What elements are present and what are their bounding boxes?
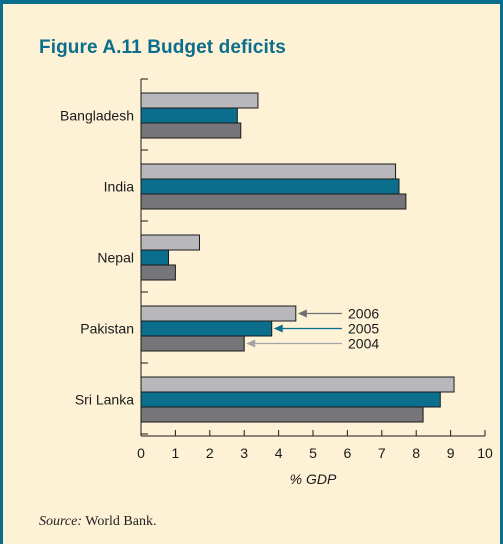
bar-india-2006 xyxy=(140,163,397,180)
legend-arrow-2004 xyxy=(246,339,256,348)
x-tick-label: 1 xyxy=(172,445,180,461)
bar-nepal-2004 xyxy=(140,264,176,281)
legend-arrow-2006 xyxy=(297,309,307,318)
bar-sri-lanka-2005 xyxy=(140,391,441,408)
legend-label-2004: 2004 xyxy=(348,336,379,352)
bar-sri-lanka-2004 xyxy=(140,406,424,423)
bar-nepal-2005 xyxy=(140,249,170,266)
bars-layer xyxy=(140,92,455,423)
x-tick-label: 2 xyxy=(206,445,214,461)
category-label: Sri Lanka xyxy=(75,392,134,408)
source-note: Source: World Bank. xyxy=(39,514,156,530)
bar-bangladesh-2005 xyxy=(140,107,238,124)
category-label: Nepal xyxy=(97,250,134,266)
category-label: India xyxy=(104,179,135,195)
bar-pakistan-2006 xyxy=(140,305,297,322)
bar-bangladesh-2006 xyxy=(140,92,259,109)
x-tick-label: 6 xyxy=(344,445,352,461)
bar-pakistan-2004 xyxy=(140,335,245,352)
x-tick-label: 3 xyxy=(240,445,248,461)
source-text: World Bank. xyxy=(82,514,157,529)
x-axis-title: % GDP xyxy=(290,471,337,487)
bar-pakistan-2005 xyxy=(140,320,273,337)
bar-nepal-2006 xyxy=(140,234,200,251)
bar-india-2005 xyxy=(140,178,400,195)
bar-chart: 0 1 2 3 4 5 6 7 8 9 10 % GDP Bangladesh India Nepal Pa… xyxy=(60,78,493,487)
x-tick-label: 4 xyxy=(275,445,283,461)
category-label: Bangladesh xyxy=(60,108,134,124)
bar-sri-lanka-2006 xyxy=(140,376,455,393)
bar-india-2004 xyxy=(140,193,407,210)
labels-layer: Bangladesh India Nepal Pakistan Sri Lanka xyxy=(60,108,134,408)
legend-label-2005: 2005 xyxy=(348,321,379,337)
bar-bangladesh-2004 xyxy=(140,122,242,139)
x-tick-label: 5 xyxy=(309,445,317,461)
axis-layer: 0 1 2 3 4 5 6 7 8 9 10 % GDP xyxy=(137,78,493,487)
x-tick-label: 0 xyxy=(137,445,145,461)
x-tick-label: 10 xyxy=(477,445,493,461)
x-tick-label: 7 xyxy=(378,445,386,461)
figure-title: Figure A.11 Budget deficits xyxy=(39,37,286,58)
x-tick-label: 9 xyxy=(447,445,455,461)
legend-arrow-2005 xyxy=(273,324,283,333)
category-label: Pakistan xyxy=(80,321,134,337)
source-label: Source: xyxy=(39,514,83,529)
legend-label-2006: 2006 xyxy=(348,306,379,322)
x-tick-label: 8 xyxy=(412,445,420,461)
